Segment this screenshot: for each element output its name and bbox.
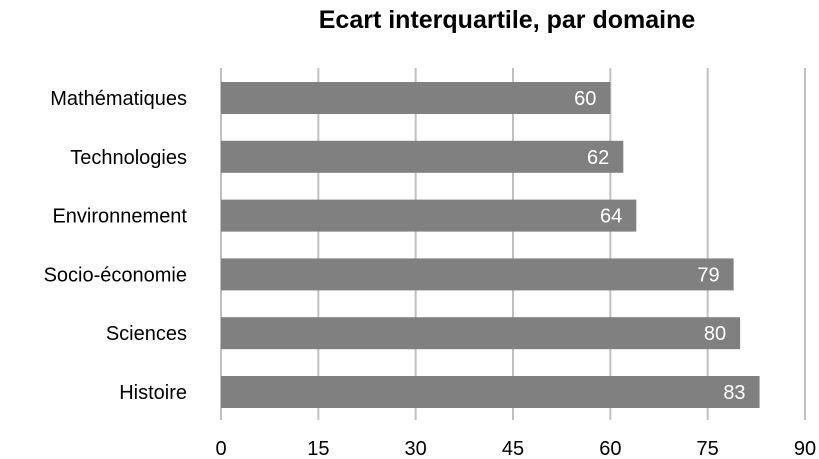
bar (221, 317, 741, 350)
x-tick-label: 15 (307, 438, 329, 459)
category-label: Technologies (70, 147, 187, 169)
x-tick-label: 30 (405, 438, 427, 459)
data-label: 64 (600, 206, 622, 228)
bar (221, 82, 611, 114)
bar (221, 140, 624, 173)
x-tick-label: 45 (502, 438, 524, 459)
category-label: Sciences (106, 323, 187, 345)
chart-title: Ecart interquartile, par domaine (318, 6, 696, 34)
x-tick-labels: 0 15 30 45 60 75 90 (215, 438, 816, 459)
category-label: Mathématiques (50, 88, 187, 110)
data-label: 62 (587, 147, 609, 169)
bar (221, 258, 734, 291)
data-label: 79 (697, 264, 719, 286)
x-tick-label: 90 (794, 438, 816, 459)
category-label: Socio-économie (44, 264, 187, 286)
x-tick-label: 0 (215, 438, 226, 459)
x-tick-label: 75 (697, 438, 719, 459)
data-label: 60 (574, 88, 596, 110)
data-label: 83 (723, 382, 745, 404)
category-label: Histoire (119, 382, 187, 404)
data-label: 80 (704, 323, 726, 345)
x-tick-label: 60 (599, 438, 621, 459)
bars: 60 62 64 79 80 83 (221, 82, 760, 408)
gridlines (220, 68, 806, 420)
category-labels: Mathématiques Technologies Environnement So… (44, 88, 188, 404)
bar (221, 199, 637, 232)
bar (221, 376, 760, 408)
category-label: Environnement (52, 206, 187, 228)
